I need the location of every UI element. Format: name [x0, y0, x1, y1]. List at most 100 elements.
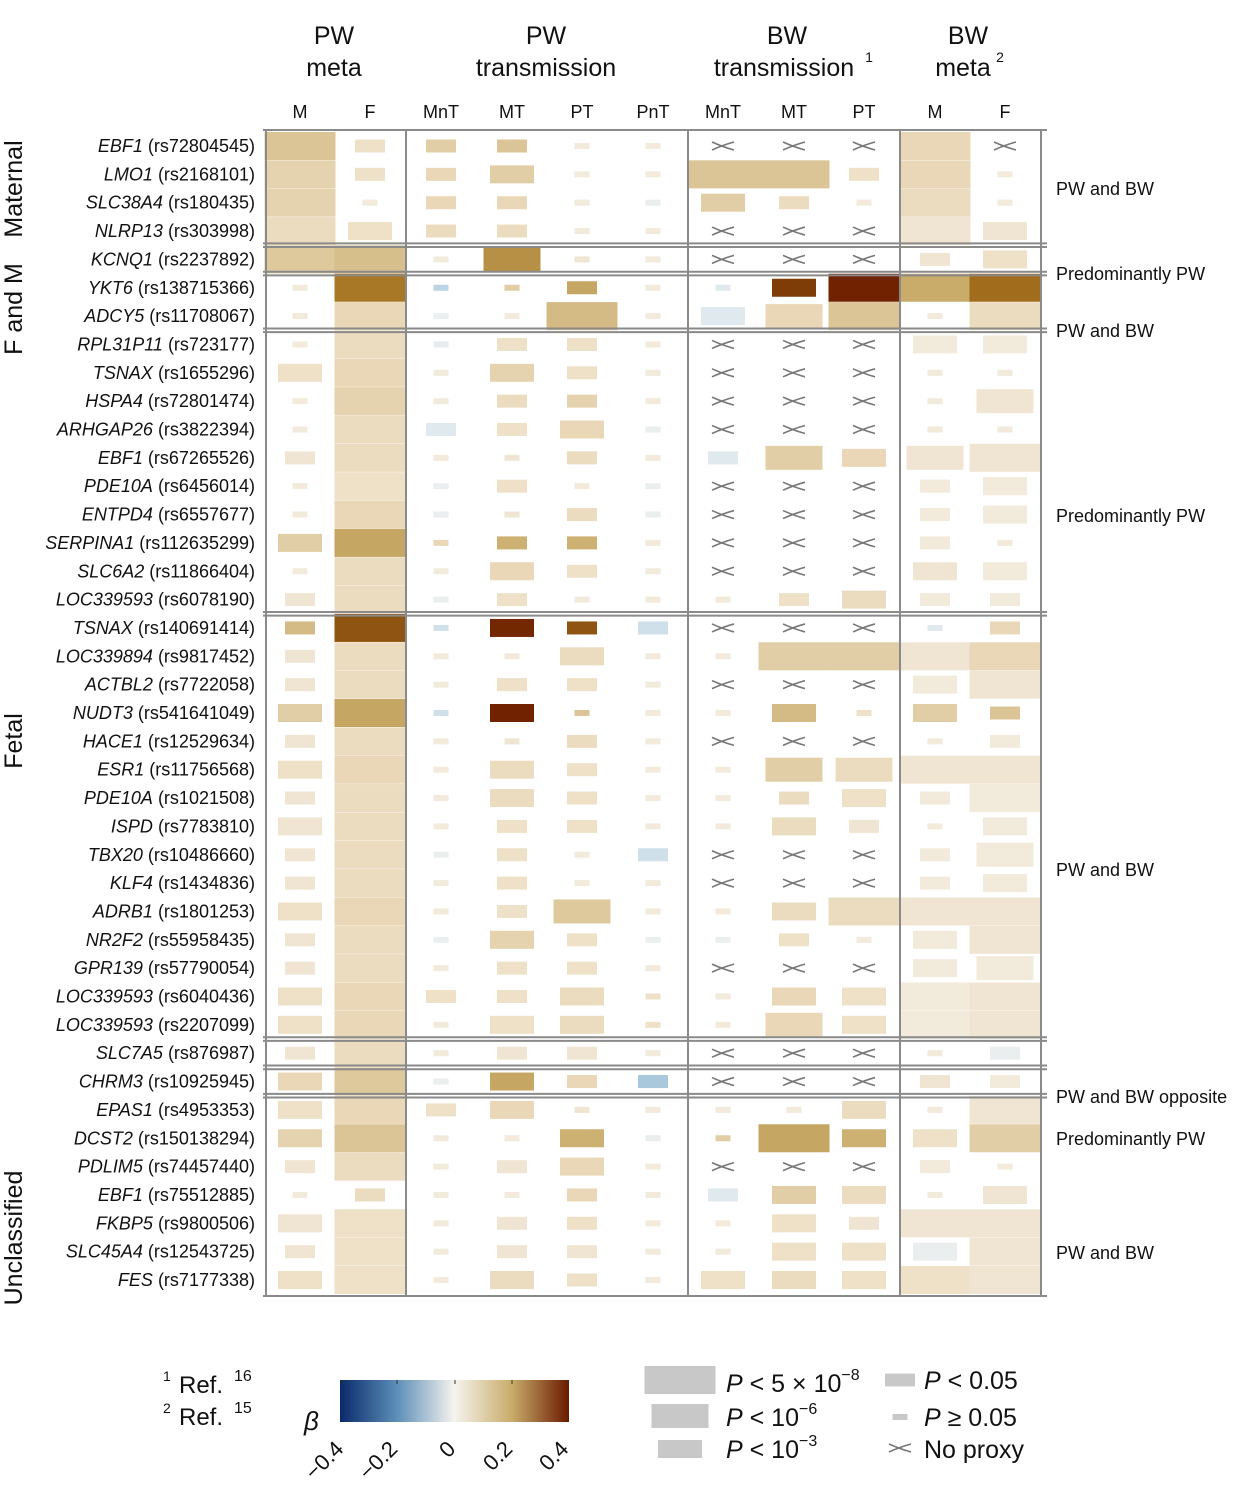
- heatmap-cell: [715, 1021, 731, 1028]
- heatmap-cell: [715, 795, 731, 802]
- section-label-maternal: Maternal: [0, 140, 28, 237]
- heatmap-cell: [842, 1100, 886, 1119]
- row-label: ISPD (rs7783810): [111, 816, 255, 836]
- heatmap-cell: [645, 710, 661, 716]
- heatmap-cell: [645, 681, 661, 688]
- heatmap-cell: [842, 987, 886, 1006]
- heatmap-cell: [645, 1191, 661, 1198]
- gene-name: ADCY5: [83, 306, 145, 326]
- heatmap-cell: [997, 199, 1013, 206]
- heatmap-cell: [708, 1188, 738, 1202]
- row-label: SLC45A4 (rs12543725): [66, 1242, 255, 1262]
- snp-id: (rs11756568): [144, 760, 255, 780]
- size-legend-swatch: [651, 1404, 709, 1428]
- heatmap-cell: [567, 791, 597, 805]
- heatmap-cell: [645, 1248, 661, 1255]
- group-header-bw-transmission: BW: [767, 22, 808, 50]
- no-proxy-mark: [993, 141, 1017, 151]
- gene-name: NUDT3: [73, 703, 133, 723]
- heatmap-cell: [715, 823, 731, 830]
- heatmap-cell: [920, 536, 950, 550]
- heatmap-cell: [645, 1277, 661, 1283]
- heatmap-cell: [574, 483, 590, 490]
- heatmap-cell: [426, 224, 456, 238]
- heatmap-cell: [292, 1191, 308, 1198]
- heatmap-cell: [567, 1216, 597, 1230]
- heatmap-cell: [645, 1021, 661, 1028]
- heatmap-cell: [715, 1135, 731, 1142]
- no-proxy-mark: [711, 396, 735, 406]
- heatmap-cell: [645, 483, 661, 490]
- size-legend-swatch: [644, 1366, 716, 1394]
- heatmap-cell: [334, 1124, 406, 1153]
- heatmap-cell: [758, 642, 830, 671]
- gene-name: PDE10A: [84, 788, 153, 808]
- row-label: CHRM3 (rs10925945): [79, 1072, 255, 1092]
- heatmap-cell: [433, 766, 449, 773]
- gene-name: SLC6A2: [77, 561, 144, 581]
- heatmap-cell: [842, 1271, 886, 1289]
- heatmap-cell: [828, 273, 900, 302]
- heatmap-cell: [433, 1135, 449, 1142]
- heatmap-cell: [765, 304, 823, 329]
- no-proxy-mark: [782, 623, 806, 633]
- heatmap-cell: [292, 398, 308, 405]
- heatmap-cell: [433, 965, 449, 972]
- snp-id: (rs2237892): [153, 249, 255, 269]
- heatmap-cell: [490, 760, 534, 779]
- heatmap-cell: [983, 477, 1027, 496]
- heatmap-cell: [969, 897, 1041, 926]
- heatmap-cell: [334, 273, 406, 302]
- heatmap-cell: [927, 624, 943, 631]
- row-label: PDE10A (rs1021508): [84, 788, 255, 808]
- heatmap-cell: [426, 990, 456, 1003]
- heatmap-cell: [969, 925, 1041, 954]
- heatmap-cell: [645, 965, 661, 972]
- no-proxy-mark: [711, 226, 735, 236]
- row-label: EBF1 (rs67265526): [98, 448, 255, 468]
- heatmap-cell: [997, 426, 1013, 433]
- snp-id: (rs11866404): [144, 561, 255, 581]
- column-header: MT: [781, 102, 807, 122]
- heatmap-cell: [433, 908, 449, 915]
- heatmap-cell: [645, 341, 661, 348]
- heatmap-cell: [497, 1046, 527, 1060]
- heatmap-cell: [497, 904, 527, 918]
- no-proxy-mark: [782, 538, 806, 548]
- heatmap-cell: [433, 624, 449, 631]
- gene-name: EBF1: [98, 136, 143, 156]
- snp-id: (rs57790054): [143, 958, 255, 978]
- heatmap-cell: [433, 313, 449, 320]
- gene-name: PDLIM5: [78, 1157, 144, 1177]
- column-header: MnT: [423, 102, 459, 122]
- gene-name: NR2F2: [86, 930, 143, 950]
- heatmap-cell: [927, 369, 943, 376]
- heatmap-cell: [574, 596, 590, 603]
- heatmap-cell: [433, 341, 449, 348]
- heatmap-cell: [433, 936, 449, 943]
- heatmap-cell: [285, 451, 315, 465]
- row-label: KLF4 (rs1434836): [110, 873, 255, 893]
- heatmap-cell: [334, 925, 406, 954]
- heatmap-cell: [497, 196, 527, 210]
- heatmap-cell: [278, 704, 322, 722]
- column-header: M: [293, 102, 308, 122]
- heatmap-cell: [969, 1266, 1041, 1294]
- snp-id: (rs12529634): [143, 731, 255, 751]
- row-label: ESR1 (rs11756568): [97, 760, 255, 780]
- row-label: LMO1 (rs2168101): [104, 164, 255, 184]
- ref-1-ref: 16: [234, 1368, 252, 1385]
- no-proxy-mark: [852, 396, 876, 406]
- gene-name: EPAS1: [96, 1100, 153, 1120]
- no-proxy-mark: [711, 878, 735, 888]
- heatmap-cell: [426, 196, 456, 210]
- gene-name: CHRM3: [79, 1072, 143, 1092]
- heatmap-cell: [645, 993, 661, 1000]
- no-proxy-mark: [782, 878, 806, 888]
- heatmap-cell: [913, 959, 957, 978]
- heatmap-cell: [504, 511, 520, 518]
- heatmap-cell: [913, 335, 957, 354]
- heatmap-cell: [567, 1046, 597, 1060]
- heatmap-cell: [292, 313, 308, 320]
- heatmap-cell: [490, 930, 534, 949]
